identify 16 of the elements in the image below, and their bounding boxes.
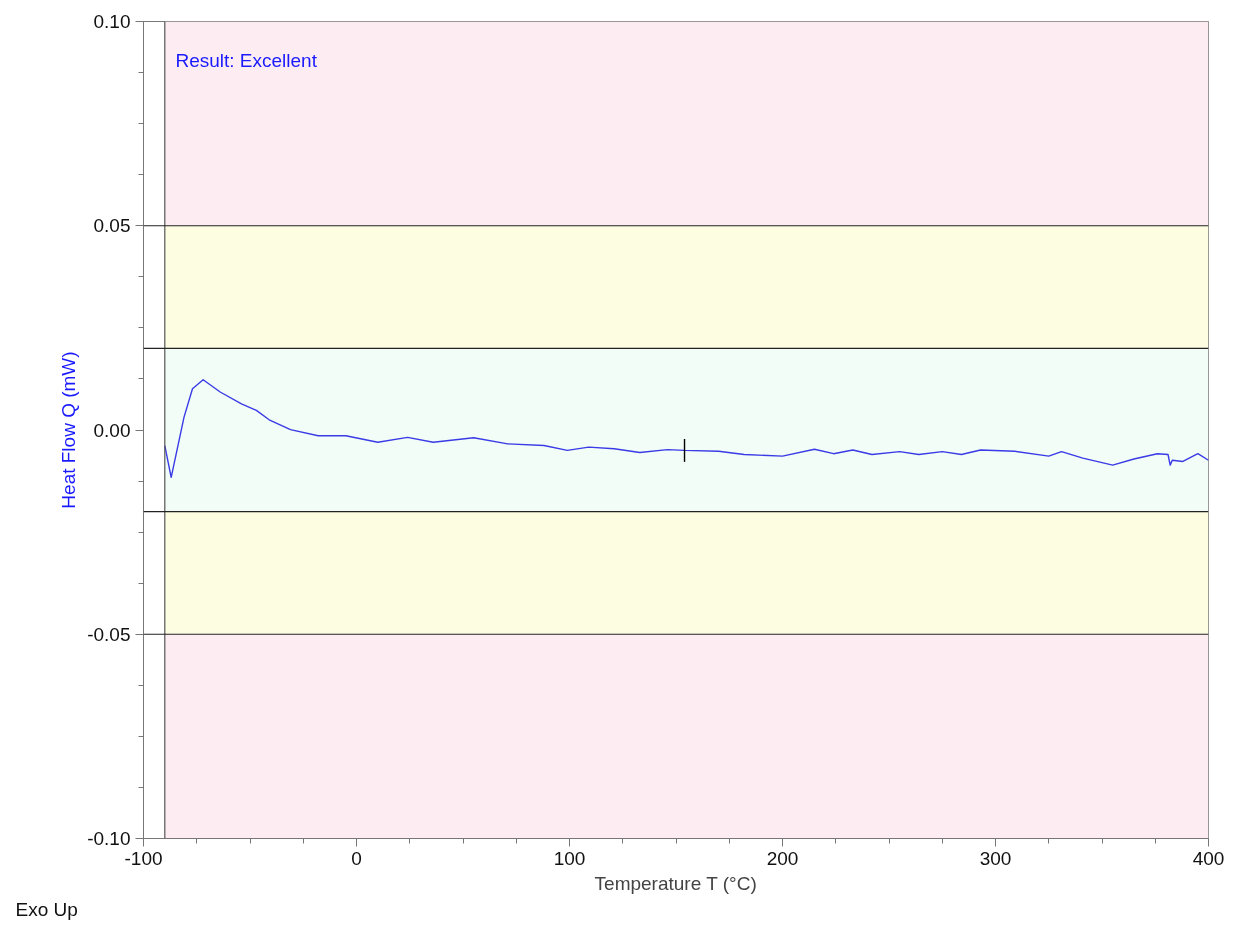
x-tick-label: 300: [979, 847, 1012, 869]
x-tick-label: -100: [124, 847, 163, 869]
y-tick-label: 0.05: [93, 215, 131, 237]
y-tick-label: -0.05: [87, 623, 131, 645]
y-tick-label: 0.00: [93, 419, 131, 441]
x-tick-label: 0: [351, 847, 362, 869]
x-tick-label: 100: [553, 847, 586, 869]
text: Exo Up: [15, 898, 78, 920]
y-axis-title: Heat Flow Q (mW): [58, 351, 80, 509]
x-tick-label: 200: [766, 847, 799, 869]
y-tick-label: 0.10: [93, 11, 131, 32]
line-series: [164, 379, 1209, 479]
x-tick-label: 400: [1192, 847, 1225, 869]
y-tick-label: -0.10: [87, 828, 131, 849]
annotation: Result: Excellent: [175, 49, 318, 71]
x-axis-title: Temperature T (°C): [594, 872, 757, 894]
